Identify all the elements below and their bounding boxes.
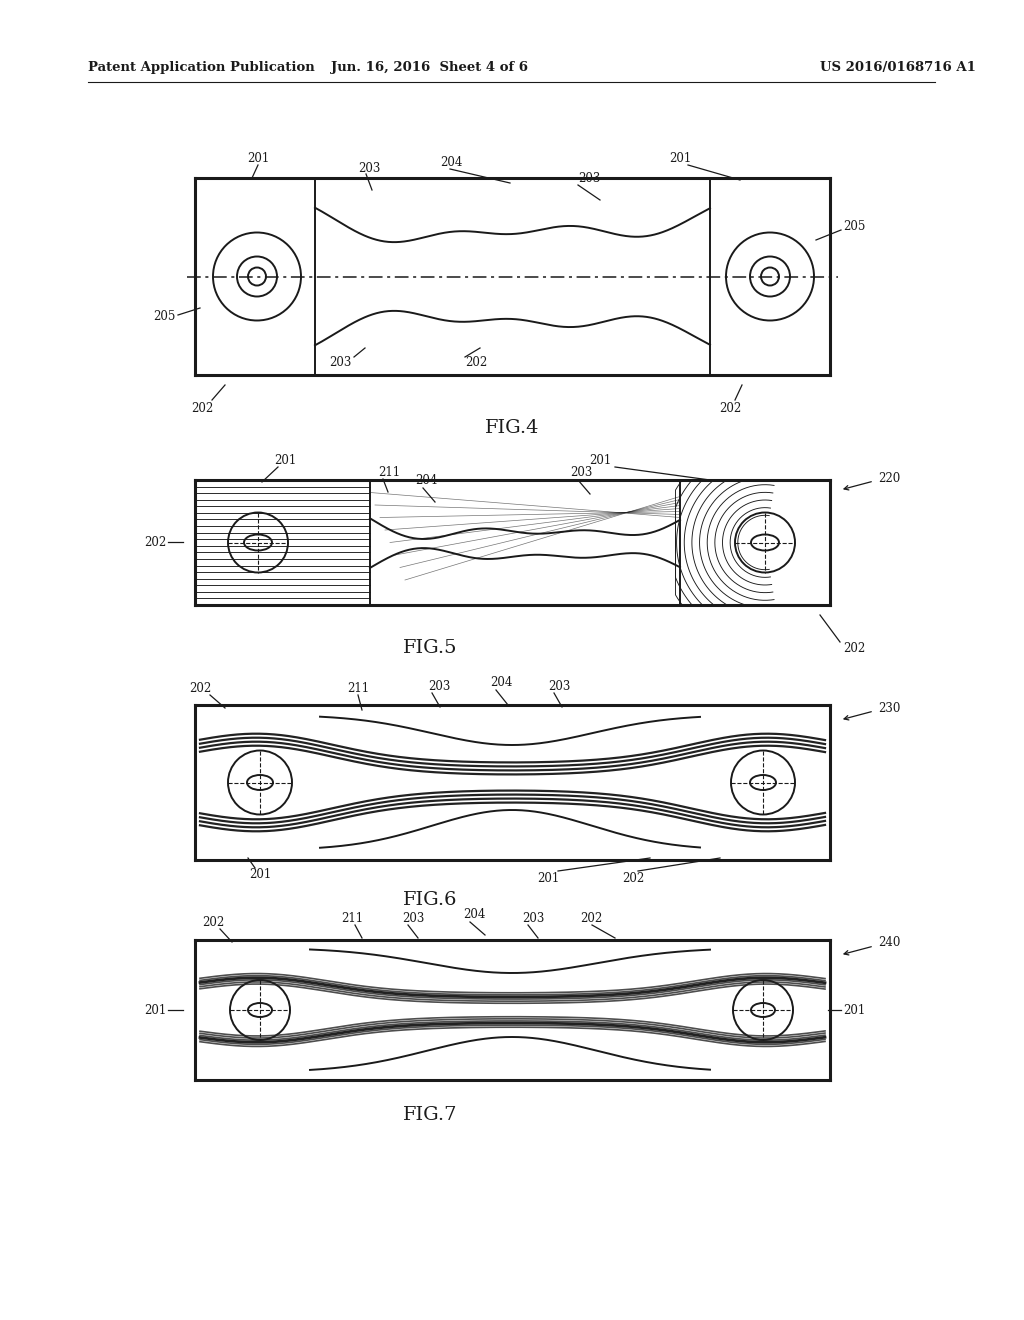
- Text: FIG.5: FIG.5: [402, 639, 458, 657]
- Text: 220: 220: [878, 471, 900, 484]
- Text: 203: 203: [428, 680, 451, 693]
- Text: 204: 204: [415, 474, 437, 487]
- Text: 202: 202: [580, 912, 602, 924]
- Text: 203: 203: [578, 172, 600, 185]
- Text: 201: 201: [247, 152, 269, 165]
- Text: 201: 201: [249, 869, 271, 882]
- Text: 205: 205: [154, 310, 176, 323]
- Text: 202: 202: [843, 642, 865, 655]
- Text: 204: 204: [463, 908, 485, 921]
- Text: 211: 211: [341, 912, 364, 924]
- Text: 205: 205: [843, 220, 865, 234]
- Text: 203: 203: [548, 680, 570, 693]
- Text: 202: 202: [622, 871, 644, 884]
- Text: Jun. 16, 2016  Sheet 4 of 6: Jun. 16, 2016 Sheet 4 of 6: [332, 62, 528, 74]
- Text: 203: 203: [570, 466, 592, 479]
- Text: 202: 202: [465, 356, 487, 370]
- Text: FIG.6: FIG.6: [402, 891, 458, 909]
- Text: 240: 240: [878, 936, 900, 949]
- Text: US 2016/0168716 A1: US 2016/0168716 A1: [820, 62, 976, 74]
- Text: 201: 201: [143, 1003, 166, 1016]
- Text: 202: 202: [202, 916, 224, 928]
- Text: 201: 201: [273, 454, 296, 466]
- Text: 203: 203: [522, 912, 545, 924]
- Text: 202: 202: [719, 401, 741, 414]
- Text: 204: 204: [440, 156, 463, 169]
- Text: 202: 202: [190, 401, 213, 414]
- Text: 203: 203: [402, 912, 424, 924]
- Text: 203: 203: [358, 161, 380, 174]
- Text: 201: 201: [669, 152, 691, 165]
- Text: 201: 201: [589, 454, 611, 466]
- Text: 201: 201: [843, 1003, 865, 1016]
- Text: 230: 230: [878, 701, 900, 714]
- Text: 203: 203: [330, 356, 352, 370]
- Text: 204: 204: [490, 676, 512, 689]
- Text: Patent Application Publication: Patent Application Publication: [88, 62, 314, 74]
- Text: 201: 201: [537, 871, 559, 884]
- Text: FIG.4: FIG.4: [484, 418, 540, 437]
- Text: 211: 211: [347, 681, 369, 694]
- Text: 211: 211: [378, 466, 400, 479]
- Text: 202: 202: [143, 536, 166, 549]
- Text: 202: 202: [188, 681, 211, 694]
- Text: FIG.7: FIG.7: [402, 1106, 458, 1125]
